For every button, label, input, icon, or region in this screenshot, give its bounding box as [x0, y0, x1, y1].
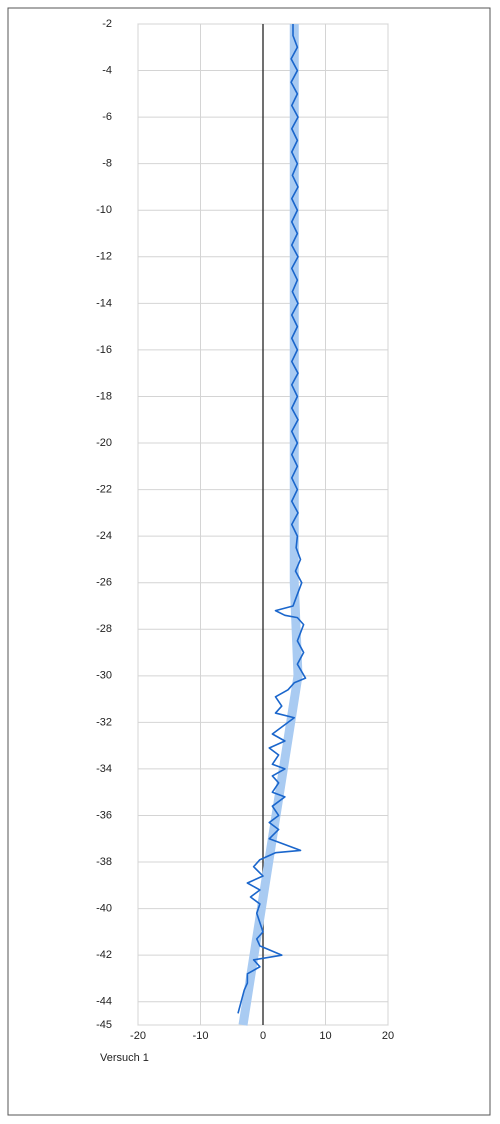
y-tick-label: -22: [96, 483, 112, 495]
series-line: [237, 24, 307, 1014]
y-tick-label: -40: [96, 903, 112, 915]
x-tick-label: 10: [319, 1030, 331, 1042]
series-line: [238, 24, 303, 1026]
y-tick-label: -34: [96, 763, 112, 775]
y-tick-label: -20: [96, 437, 112, 449]
y-tick-label: -4: [102, 64, 112, 76]
y-tick-label: -38: [96, 856, 112, 868]
y-tick-label: -28: [96, 623, 112, 635]
y-tick-label: -36: [96, 809, 112, 821]
frame: [7, 7, 491, 1116]
y-tick-label: -8: [102, 158, 112, 170]
y-tick-label: -44: [96, 996, 112, 1008]
y-tick-label: -14: [96, 297, 112, 309]
x-tick-label: -20: [130, 1030, 146, 1042]
x-tick-label: 0: [260, 1030, 266, 1042]
x-tick-label: 20: [382, 1030, 394, 1042]
y-tick-label: -30: [96, 670, 112, 682]
y-tick-label: -32: [96, 716, 112, 728]
y-tick-label: -18: [96, 390, 112, 402]
x-tick-label: -10: [193, 1030, 209, 1042]
y-tick-label: -10: [96, 204, 112, 216]
y-tick-label: -45: [96, 1019, 112, 1031]
y-tick-label: -42: [96, 949, 112, 961]
legend-label: Versuch 1: [100, 1052, 149, 1064]
y-tick-label: -24: [96, 530, 112, 542]
y-tick-label: -12: [96, 251, 112, 263]
y-tick-label: -6: [102, 111, 112, 123]
y-tick-label: -2: [102, 18, 112, 30]
y-tick-label: -26: [96, 577, 112, 589]
y-tick-label: -16: [96, 344, 112, 356]
